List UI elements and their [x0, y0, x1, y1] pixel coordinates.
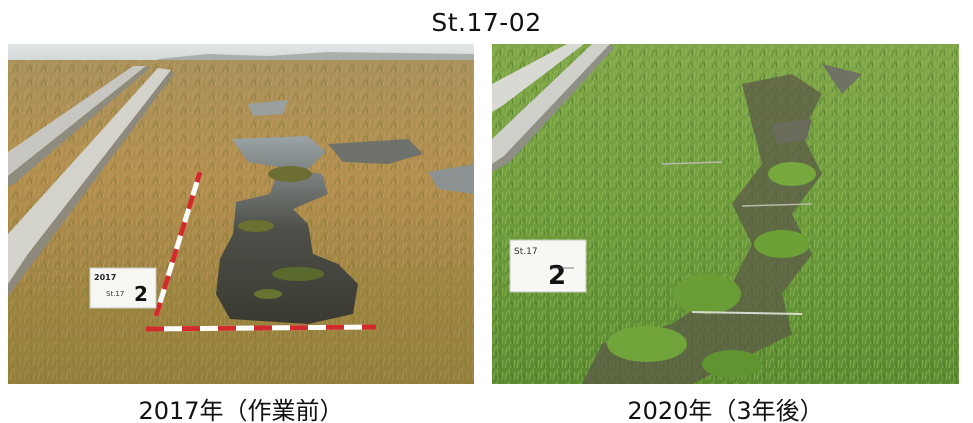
- sign-year: 2017: [94, 273, 116, 282]
- mud-channel: [582, 74, 822, 384]
- photo-2020: St.17 2: [492, 44, 959, 384]
- boardwalk-near: [8, 68, 171, 284]
- sign-number: 2: [134, 282, 148, 306]
- sign-station: St.17: [106, 290, 124, 298]
- plot-sign-2020: St.17 2: [509, 239, 587, 293]
- photo-2017: 2017 St.17 2: [8, 44, 474, 384]
- boardwalk: [492, 44, 584, 112]
- caption-2017: 2017年（作業前）: [138, 397, 344, 423]
- measuring-pole-vertical: [153, 171, 203, 317]
- sign-station: St.17: [514, 247, 538, 257]
- caption-2020: 2020年（3年後）: [627, 397, 824, 423]
- plot-sign-2017: 2017 St.17 2: [89, 267, 157, 309]
- water-pool: [216, 136, 358, 324]
- measuring-pole-horizontal: [145, 324, 377, 332]
- sign-number: 2: [548, 261, 566, 291]
- boardwalk-near: [492, 44, 610, 164]
- figure-title: St.17-02: [431, 8, 542, 37]
